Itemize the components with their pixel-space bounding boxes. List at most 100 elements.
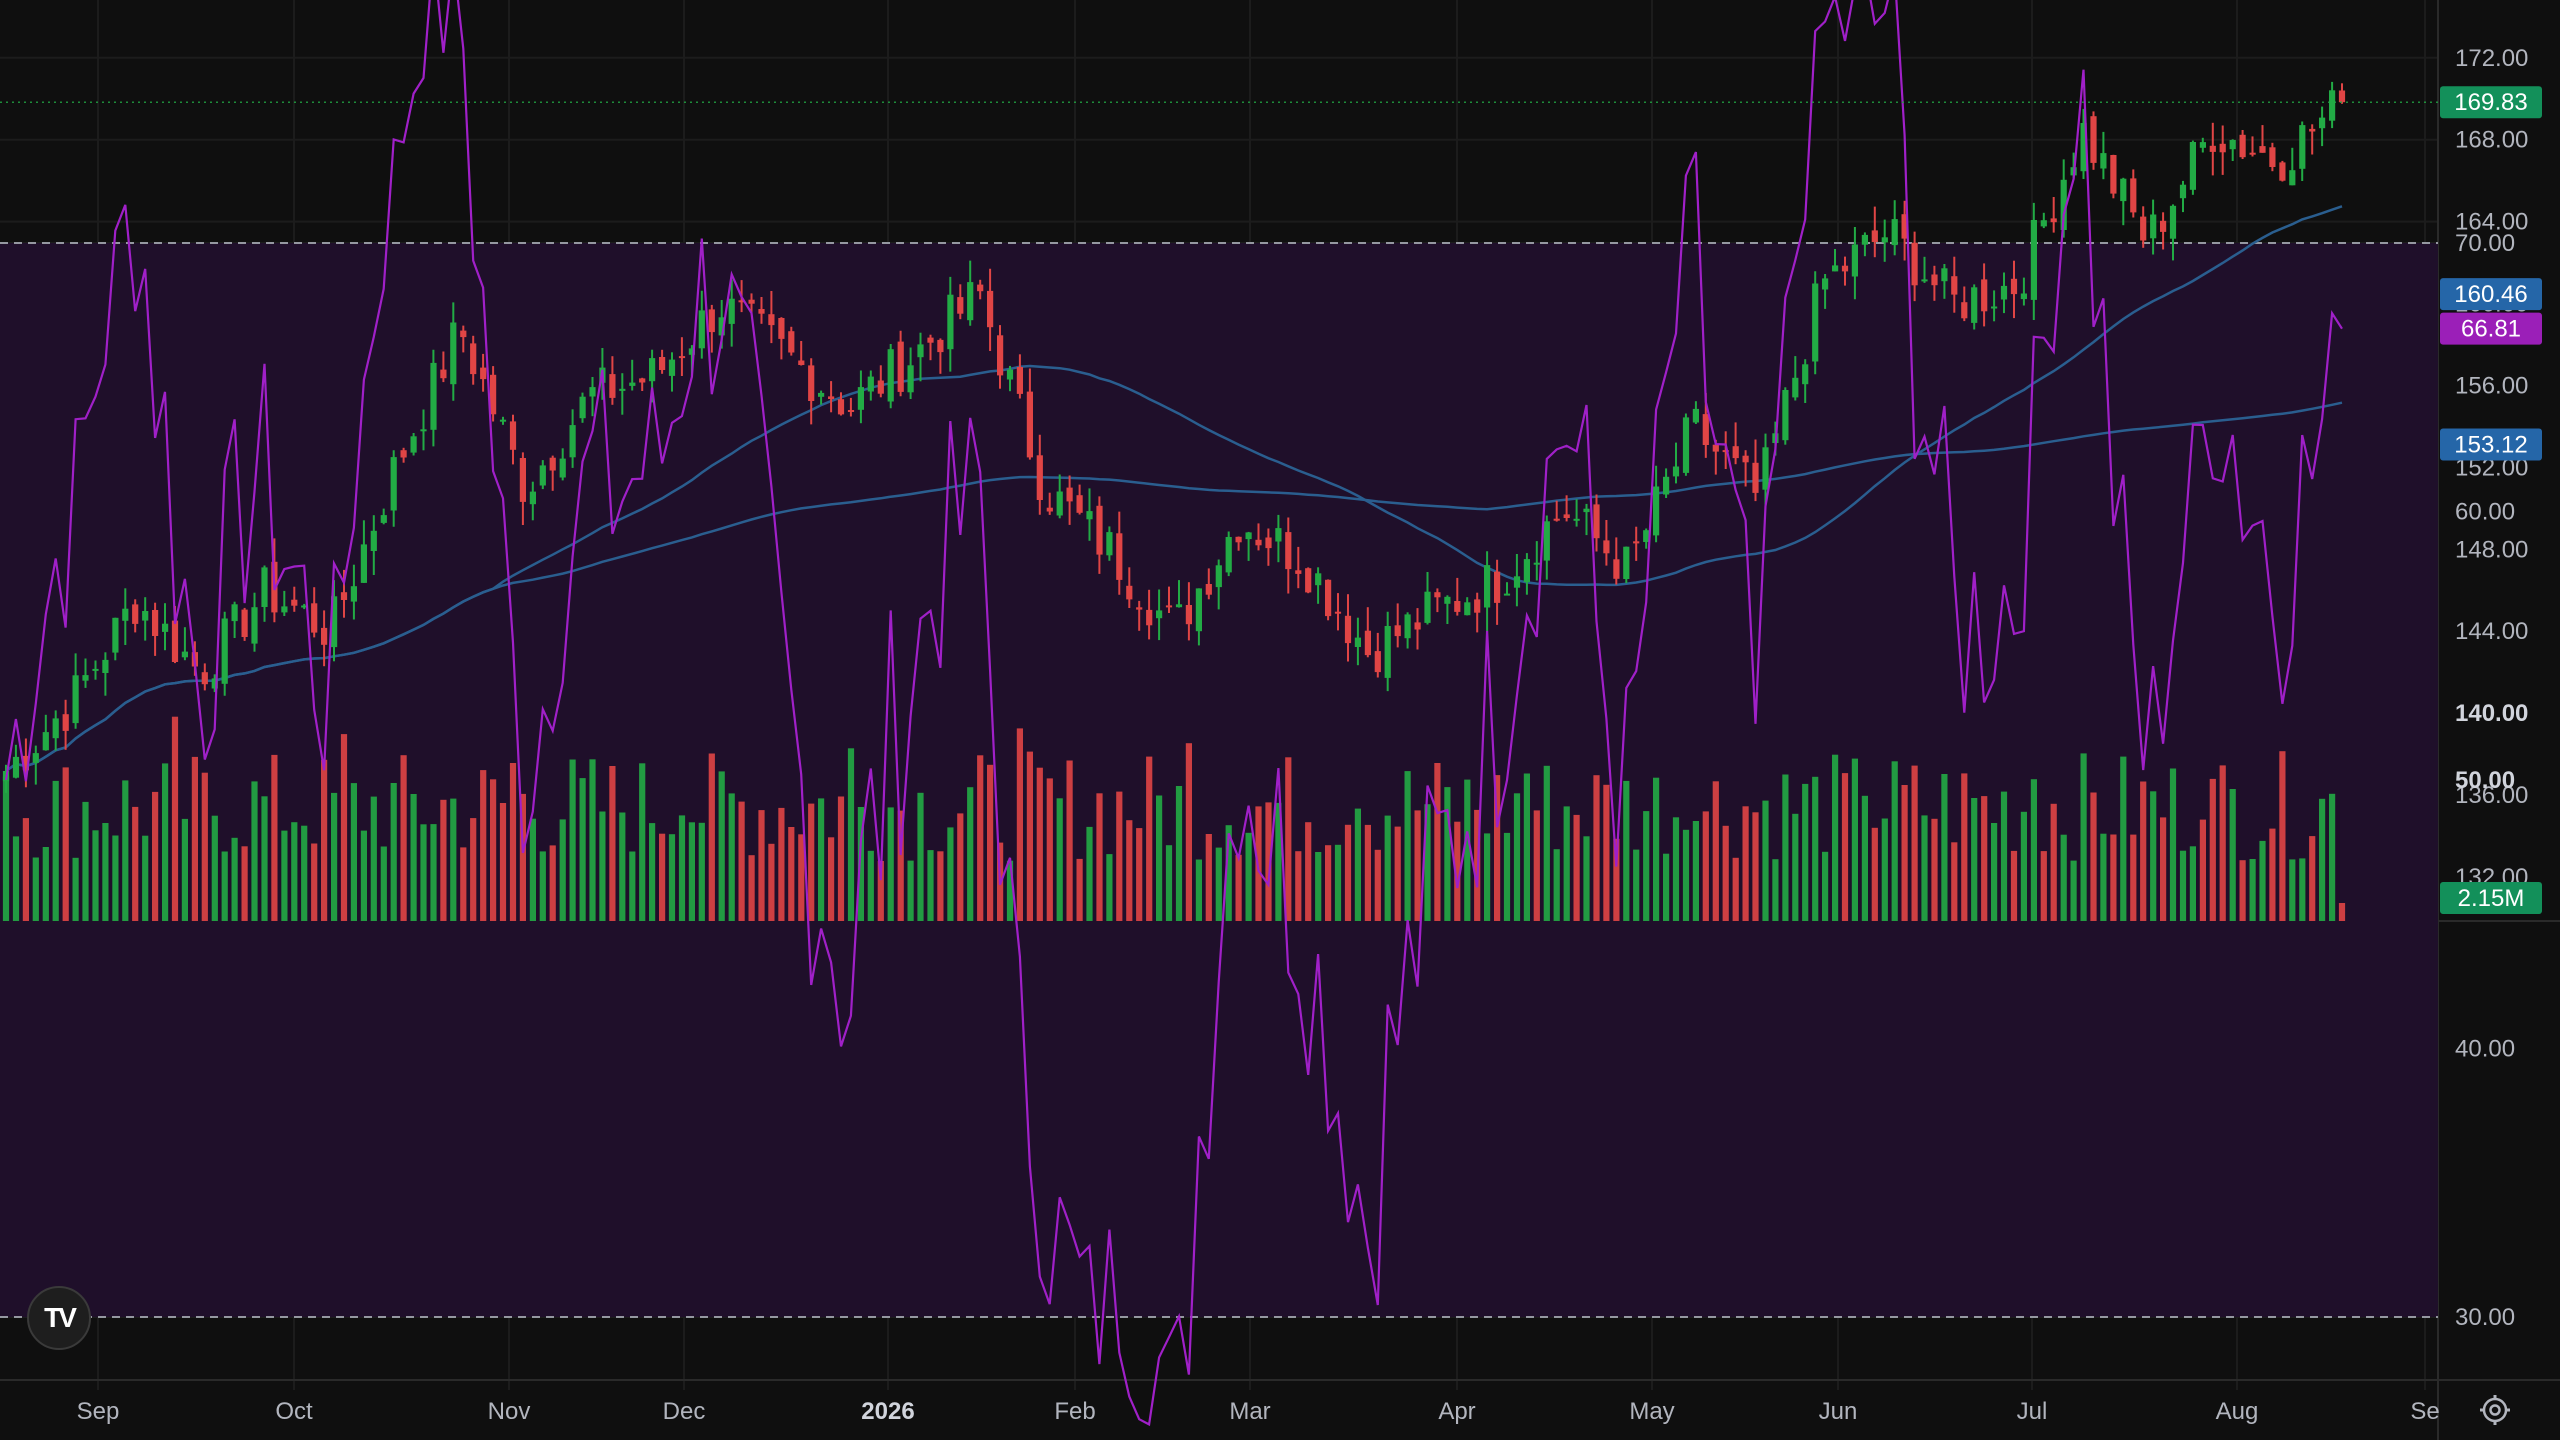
candle-body	[2229, 140, 2236, 150]
candle-body	[122, 608, 129, 621]
candle	[539, 460, 546, 490]
candle-body	[2239, 134, 2246, 158]
candle	[420, 409, 427, 451]
volume-bar	[2189, 846, 2196, 921]
candle-body	[1841, 265, 1849, 272]
candle-body	[1056, 491, 1063, 516]
volume-bar	[2219, 765, 2226, 921]
candle	[72, 653, 79, 729]
candle	[1653, 465, 1660, 543]
volume-bar	[1732, 857, 1739, 921]
candle-body	[678, 356, 686, 359]
volume-bar	[1971, 798, 1978, 921]
time-tick-label: Jun	[1819, 1398, 1858, 1425]
volume-bar	[132, 806, 139, 921]
candle-body	[947, 294, 954, 350]
volume-bar	[1096, 793, 1103, 921]
candle-body	[1384, 626, 1391, 678]
candle	[1712, 439, 1719, 475]
candle	[619, 373, 626, 415]
ma-long-badge-bg	[2440, 428, 2542, 461]
candle-body	[2338, 90, 2346, 103]
candle	[1543, 515, 1550, 580]
volume-bar	[1881, 818, 1888, 921]
volume-bar	[1583, 836, 1590, 921]
candle	[1762, 433, 1769, 507]
candle-body	[420, 429, 427, 432]
candle-body	[857, 387, 864, 410]
volume-bar	[2070, 860, 2077, 921]
candle-body	[808, 365, 815, 401]
candle-body	[609, 374, 616, 398]
volume-bar	[977, 755, 984, 921]
candle	[350, 564, 357, 620]
price-tick-label: 136.00	[2455, 782, 2528, 809]
candle-body	[2259, 146, 2266, 153]
candle	[1603, 520, 1610, 566]
volume-bar	[688, 822, 695, 921]
volume-bar	[2309, 836, 2316, 921]
price-tick-label: 172.00	[2455, 45, 2528, 72]
candle	[1503, 582, 1511, 596]
price-tick-label: 144.00	[2455, 618, 2528, 645]
volume-bar	[321, 759, 328, 921]
candle	[509, 414, 517, 465]
candle	[798, 341, 805, 366]
candle	[1255, 523, 1262, 551]
rsi-tick-label: 70.00	[2455, 230, 2515, 257]
candle-body	[1653, 486, 1660, 536]
candle	[1056, 474, 1063, 519]
candle-body	[1533, 562, 1540, 565]
volume-bar	[2130, 834, 2137, 921]
volume-bar	[2050, 803, 2057, 921]
candle	[1295, 546, 1302, 589]
candle-body	[917, 344, 924, 358]
volume-bar	[957, 813, 964, 921]
candle-body	[112, 617, 119, 653]
candle-body	[2130, 178, 2137, 213]
candle	[1325, 579, 1332, 621]
volume-bar	[1315, 852, 1322, 921]
candle-body	[2100, 153, 2107, 169]
tradingview-logo-icon[interactable]: TV	[27, 1286, 91, 1350]
candle-body	[1235, 536, 1242, 543]
candle-body	[1812, 283, 1819, 362]
candle	[1921, 256, 1928, 283]
candle	[490, 366, 497, 422]
candle-body	[340, 592, 348, 600]
candle	[659, 349, 666, 374]
candle-body	[102, 659, 109, 673]
candle-body	[927, 337, 934, 343]
gear-icon[interactable]	[2477, 1392, 2513, 1428]
volume-bar	[2329, 793, 2336, 921]
candle-body	[370, 530, 377, 551]
candle-body	[2169, 205, 2177, 239]
rsi-tick-label: 30.00	[2455, 1304, 2515, 1331]
candle	[1981, 263, 1988, 327]
volume-bar	[42, 847, 49, 921]
volume-bar	[2, 776, 10, 921]
candle-body	[639, 378, 646, 383]
candle	[877, 365, 884, 398]
volume-bar	[370, 796, 377, 921]
candle	[12, 744, 20, 779]
time-tick-label: Se	[2410, 1398, 2439, 1425]
candle-body	[171, 620, 179, 662]
candle-body	[1891, 219, 1898, 246]
volume-bar	[499, 803, 507, 921]
candle-body	[2120, 178, 2127, 202]
candle-body	[1016, 367, 1023, 394]
volume-bar	[758, 810, 765, 921]
candle-body	[2060, 179, 2067, 230]
volume-bar	[599, 811, 606, 921]
candle	[1802, 359, 1809, 403]
volume-bar	[1146, 756, 1153, 921]
candle	[1643, 528, 1650, 549]
candle	[2179, 180, 2187, 213]
candle-body	[1444, 596, 1451, 604]
volume-bar	[1305, 822, 1312, 921]
candle	[668, 352, 676, 392]
candle-body	[569, 425, 576, 458]
